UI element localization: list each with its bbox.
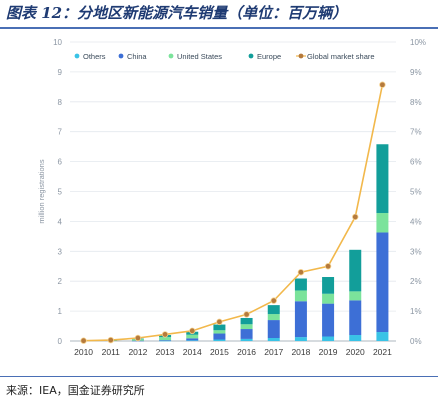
- bar-others: [267, 338, 280, 341]
- bar-others: [376, 332, 389, 341]
- x-tick-label: 2018: [291, 347, 310, 357]
- source-note: 来源：IEA，国金证券研究所: [6, 384, 145, 397]
- y2-tick-label: 2%: [410, 277, 422, 286]
- y2-tick-label: 7%: [410, 128, 422, 137]
- legend-swatch: [168, 53, 174, 59]
- bar-china: [213, 333, 226, 340]
- x-tick-label: 2017: [264, 347, 283, 357]
- marker-global-market-share: [216, 318, 223, 326]
- x-tick-label: 2011: [102, 347, 121, 357]
- y2-tick-label: 3%: [410, 247, 422, 256]
- bar-others: [322, 336, 335, 341]
- bar-united-states: [322, 293, 335, 304]
- legend-label: United States: [177, 52, 222, 61]
- y2-tick-label: 8%: [410, 98, 422, 107]
- bar-others: [349, 335, 362, 341]
- y-tick-label: 10: [53, 38, 62, 47]
- y2-tick-label: 9%: [410, 68, 422, 77]
- bar-europe: [322, 277, 335, 294]
- y-tick-label: 9: [58, 68, 63, 77]
- x-tick-label: 2020: [346, 347, 365, 357]
- y-tick-label: 0: [58, 337, 63, 346]
- y2-tick-label: 1%: [410, 307, 422, 316]
- bar-china: [159, 340, 172, 341]
- marker-global-market-share: [161, 331, 169, 338]
- legend-swatch: [298, 53, 304, 59]
- title-divider: [0, 27, 438, 29]
- chart: 0 0% 1 1% 2 2% 3 3% 4 4% 5 5% 6 6% 7 7% 8 8% 9 9% 10 10% milli…: [37, 38, 426, 357]
- bar-others: [294, 337, 307, 341]
- marker-global-market-share: [189, 327, 196, 335]
- y-tick-label: 6: [58, 158, 63, 167]
- legend-swatch: [118, 53, 124, 59]
- x-tick-label: 2015: [210, 347, 229, 357]
- bar-china: [322, 303, 335, 337]
- bar-china: [294, 301, 307, 338]
- y2-tick-label: 5%: [410, 188, 422, 197]
- y-tick-label: 4: [58, 217, 63, 226]
- chart-title: 图表 12：分地区新能源汽车销量（单位：百万辆）: [6, 4, 348, 22]
- legend-label: China: [127, 52, 147, 61]
- marker-global-market-share: [134, 334, 142, 342]
- x-tick-label: 2021: [373, 347, 392, 357]
- marker-global-market-share: [270, 297, 277, 304]
- bar-united-states: [267, 314, 280, 321]
- bar-united-states: [294, 290, 307, 302]
- y-tick-label: 2: [58, 277, 63, 286]
- bar-others: [186, 340, 199, 342]
- bar-united-states: [376, 213, 389, 233]
- marker-global-market-share: [107, 336, 114, 344]
- marker-global-market-share: [243, 311, 250, 318]
- marker-global-market-share: [324, 263, 332, 270]
- bar-united-states: [186, 334, 199, 339]
- legend-label: Europe: [257, 52, 281, 61]
- bar-others: [213, 339, 226, 341]
- bar-united-states: [213, 330, 226, 334]
- bar-china: [240, 329, 253, 339]
- bar-united-states: [349, 291, 362, 301]
- x-tick-label: 2014: [183, 347, 202, 357]
- y-tick-label: 8: [58, 98, 63, 107]
- bar-europe: [294, 278, 307, 291]
- y-tick-label: 5: [58, 188, 63, 197]
- x-tick-label: 2010: [74, 347, 93, 357]
- bar-europe: [267, 305, 280, 315]
- bar-china: [186, 338, 199, 341]
- y2-tick-label: 0%: [410, 337, 422, 346]
- marker-global-market-share: [80, 337, 87, 344]
- bar-china: [349, 300, 362, 336]
- bar-united-states: [159, 337, 172, 341]
- y2-tick-label: 10%: [410, 38, 426, 47]
- source-divider: [0, 376, 438, 377]
- y2-tick-label: 6%: [410, 158, 422, 167]
- x-tick-label: 2012: [128, 347, 147, 357]
- marker-global-market-share: [352, 213, 359, 221]
- bar-europe: [376, 144, 389, 214]
- x-tick-label: 2016: [237, 347, 256, 357]
- legend-label: Others: [83, 52, 106, 61]
- bar-europe: [349, 249, 362, 292]
- bar-china: [267, 320, 280, 339]
- bar-europe: [240, 317, 253, 325]
- y2-tick-label: 4%: [410, 217, 422, 226]
- y-axis-label: million registrations: [37, 159, 46, 223]
- y-tick-label: 7: [58, 128, 63, 137]
- x-tick-label: 2013: [156, 347, 175, 357]
- legend-label: Global market share: [307, 52, 375, 61]
- marker-global-market-share: [379, 81, 386, 88]
- legend-swatch: [74, 53, 80, 59]
- marker-global-market-share: [297, 269, 305, 276]
- bar-united-states: [240, 324, 253, 330]
- x-tick-label: 2019: [319, 347, 338, 357]
- legend-swatch: [248, 53, 254, 59]
- bar-others: [159, 340, 172, 342]
- y-tick-label: 1: [58, 307, 63, 316]
- line-global-market-share: [83, 84, 384, 342]
- bar-europe: [213, 324, 226, 331]
- y-tick-label: 3: [58, 247, 63, 256]
- bar-china: [376, 232, 389, 333]
- bar-others: [240, 338, 253, 341]
